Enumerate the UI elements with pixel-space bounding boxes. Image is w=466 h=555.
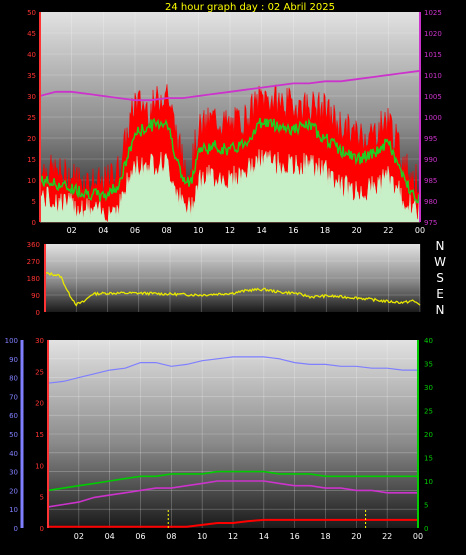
wind-direction-plot-area (45, 244, 420, 312)
direction-y-tick-label: 360 (27, 241, 40, 249)
pressure-y-tick-label: 1010 (424, 72, 442, 80)
rain-y-tick-label: 25 (35, 368, 44, 376)
wind-y-tick-label: 15 (27, 156, 36, 164)
wind-y-tick-label: 30 (27, 93, 36, 101)
wind-x-tick-label: 04 (98, 226, 108, 235)
temp-y-tick-label: 5 (424, 502, 428, 510)
temp-humidity-rain-plot-area (48, 340, 418, 528)
humidity-y-tick-label: 90 (9, 356, 18, 364)
temp-x-tick-label: 18 (320, 532, 330, 541)
temp-y-tick-label: 20 (424, 431, 433, 439)
wind-x-tick-label: 20 (352, 226, 362, 235)
compass-label-s: S (436, 271, 444, 285)
humidity-y-tick-label: 40 (9, 450, 18, 458)
compass-label-e: E (436, 287, 444, 301)
temp-x-tick-label: 00 (413, 532, 423, 541)
pressure-y-tick-label: 975 (424, 219, 437, 227)
dewpoint-line (47, 480, 418, 508)
rain-y-tick-label: 15 (35, 431, 44, 439)
humidity-y-tick-label: 20 (9, 487, 18, 495)
wind-x-tick-label: 06 (130, 226, 140, 235)
direction-y-tick-label: 180 (27, 275, 40, 283)
temp-x-tick-label: 04 (105, 532, 115, 541)
chart-title: 24 hour graph day : 02 Abril 2025 (165, 2, 335, 13)
wind-y-tick-label: 5 (32, 198, 36, 206)
wind-y-tick-label: 45 (27, 30, 36, 38)
temp-x-tick-label: 22 (382, 532, 392, 541)
pressure-y-tick-label: 1005 (424, 93, 442, 101)
humidity-y-tick-label: 0 (14, 525, 18, 533)
humidity-line (47, 356, 418, 384)
wind-pressure-panel: 0510152025303540455097598098599099510001… (27, 9, 442, 235)
wind-x-tick-label: 14 (257, 226, 267, 235)
pressure-y-tick-label: 1015 (424, 51, 442, 59)
temp-x-tick-label: 12 (228, 532, 238, 541)
wind-min-area (39, 149, 421, 223)
temp-y-tick-label: 10 (424, 478, 433, 486)
compass-label-n-top: N (436, 239, 445, 253)
wind-x-tick-label: 16 (288, 226, 298, 235)
humidity-y-tick-label: 50 (9, 431, 18, 439)
temp-humidity-rain-panel: 0102030405060708090100051015202530051015… (5, 337, 433, 541)
rain-y-tick-label: 10 (35, 462, 44, 470)
wind-y-tick-label: 40 (27, 51, 36, 59)
pressure-line (39, 69, 421, 102)
temp-x-tick-label: 08 (166, 532, 176, 541)
temp-y-tick-label: 35 (424, 361, 433, 369)
humidity-y-tick-label: 100 (5, 337, 18, 345)
pressure-y-tick-label: 980 (424, 198, 437, 206)
direction-y-tick-label: 270 (27, 258, 40, 266)
wind-x-tick-label: 10 (193, 226, 203, 235)
pressure-y-tick-label: 990 (424, 156, 437, 164)
temp-x-tick-label: 02 (74, 532, 84, 541)
direction-y-tick-label: 0 (36, 309, 40, 317)
wind-x-tick-label: 00 (415, 226, 425, 235)
wind-x-tick-label: 02 (67, 226, 77, 235)
wind-y-tick-label: 50 (27, 9, 36, 17)
wind-y-tick-label: 20 (27, 135, 36, 143)
temp-x-tick-label: 14 (259, 532, 269, 541)
rain-y-tick-label: 20 (35, 400, 44, 408)
pressure-y-tick-label: 1000 (424, 114, 442, 122)
rain-line (48, 518, 418, 528)
direction-y-tick-label: 90 (31, 292, 40, 300)
wind-y-tick-label: 35 (27, 72, 36, 80)
humidity-y-tick-label: 30 (9, 469, 18, 477)
temperature-line (47, 470, 418, 492)
compass-label-w: W (434, 255, 446, 269)
temp-y-tick-label: 40 (424, 337, 433, 345)
temp-y-tick-label: 25 (424, 408, 433, 416)
wind-direction-panel: 0 90 180 270 360 (27, 241, 421, 317)
wind-x-tick-label: 08 (162, 226, 172, 235)
rain-y-tick-label: 0 (40, 525, 44, 533)
pressure-y-tick-label: 1020 (424, 30, 442, 38)
wind-x-tick-label: 12 (225, 226, 235, 235)
temp-x-tick-label: 20 (351, 532, 361, 541)
compass-legend: N W S E N (434, 239, 446, 317)
temp-x-tick-label: 16 (290, 532, 300, 541)
rain-y-tick-label: 5 (40, 494, 44, 502)
wind-direction-line (44, 271, 421, 307)
wind-avg-line (39, 117, 421, 204)
pressure-y-tick-label: 1025 (424, 9, 442, 17)
humidity-y-tick-label: 70 (9, 393, 18, 401)
compass-label-n-bottom: N (436, 303, 445, 317)
humidity-y-tick-label: 80 (9, 375, 18, 383)
wind-y-tick-label: 10 (27, 177, 36, 185)
temp-y-tick-label: 0 (424, 525, 428, 533)
pressure-y-tick-label: 995 (424, 135, 437, 143)
rain-y-tick-label: 30 (35, 337, 44, 345)
humidity-y-tick-label: 10 (9, 506, 18, 514)
wind-x-tick-label: 22 (383, 226, 393, 235)
humidity-y-tick-label: 60 (9, 412, 18, 420)
temp-y-tick-label: 30 (424, 384, 433, 392)
wind-y-tick-label: 25 (27, 114, 36, 122)
wind-y-tick-label: 0 (32, 219, 36, 227)
pressure-y-tick-label: 985 (424, 177, 437, 185)
temp-x-tick-label: 06 (135, 532, 145, 541)
temp-y-tick-label: 15 (424, 455, 433, 463)
wind-x-tick-label: 18 (320, 226, 330, 235)
temp-x-tick-label: 10 (197, 532, 207, 541)
